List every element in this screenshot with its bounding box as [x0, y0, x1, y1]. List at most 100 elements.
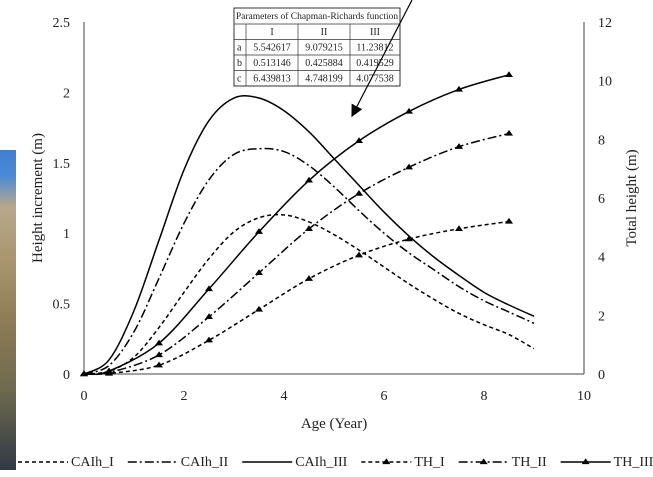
- legend-label-caih-ii: CAIh_II: [181, 455, 229, 470]
- series-caih-ii: [83, 147, 535, 375]
- table-cell: 9.079215: [305, 43, 343, 54]
- table-cell: 5.542617: [253, 43, 291, 54]
- data-point-th-iii: [355, 137, 363, 143]
- data-point-th-i: [505, 217, 513, 224]
- annotation-arrow: [351, 0, 413, 118]
- table-cell: 4.077538: [356, 74, 394, 85]
- legend: CAIh_I CAIh_II CAIh_III TH_I TH_II TH_III: [18, 455, 653, 470]
- data-point-th-i: [305, 275, 313, 281]
- series-line-th-iii: [83, 74, 510, 376]
- legend-item-th-ii: TH_II: [458, 455, 547, 470]
- left-y-tick-label: 0: [63, 368, 70, 383]
- data-point-th-i: [205, 336, 213, 343]
- series-th-i: [80, 217, 513, 377]
- table-header-cell: II: [321, 27, 328, 38]
- background-photo-strip: [0, 150, 16, 470]
- legend-label-caih-i: CAIh_I: [71, 455, 114, 470]
- series-caih-i: [83, 213, 535, 375]
- legend-label-th-ii: TH_II: [512, 455, 547, 470]
- x-tick-label: 0: [81, 389, 88, 404]
- x-tick-label: 2: [181, 389, 188, 404]
- series-line-caih-ii: [83, 147, 535, 375]
- data-point-th-iii: [305, 176, 313, 183]
- x-axis-label: Age (Year): [301, 416, 367, 432]
- series-th-ii: [80, 129, 513, 377]
- series-layer: [80, 71, 535, 377]
- legend-label-th-i: TH_I: [414, 455, 445, 470]
- data-point-th-iii: [105, 367, 113, 374]
- data-point-th-ii: [205, 313, 213, 319]
- right-y-tick-label: 6: [598, 192, 605, 207]
- table-header-cell: I: [270, 27, 273, 38]
- data-point-th-iii: [155, 339, 163, 346]
- left-y-tick-label: 2.5: [53, 16, 71, 31]
- data-point-th-ii: [505, 129, 513, 136]
- table-cell: 11.23812: [356, 43, 393, 54]
- table-header-cell: III: [370, 27, 380, 38]
- x-tick-label: 6: [381, 389, 388, 404]
- data-point-th-ii: [255, 269, 263, 275]
- data-point-th-ii: [455, 143, 463, 149]
- data-point-th-iii: [505, 71, 513, 77]
- data-point-th-i: [405, 235, 413, 242]
- legend-item-caih-iii: CAIh_III: [242, 455, 348, 470]
- x-tick-label: 8: [481, 389, 488, 404]
- series-caih-iii: [83, 95, 535, 375]
- legend-marker-th-i: [382, 458, 391, 465]
- table-title: Parameters of Chapman-Richards function: [236, 11, 398, 22]
- right-y-tick-label: 0: [598, 368, 605, 383]
- table-cell: 0.419529: [356, 58, 394, 69]
- x-tick-label: 4: [281, 389, 288, 404]
- data-point-th-ii: [305, 225, 313, 231]
- right-y-tick-labels: 0 2 4 6 8 10 12: [598, 16, 612, 383]
- x-tick-labels: 0 2 4 6 8 10: [81, 389, 592, 404]
- table-row-label: a: [237, 43, 242, 54]
- right-y-tick-label: 8: [598, 133, 605, 148]
- series-th-iii: [80, 71, 513, 377]
- data-point-th-i: [455, 225, 463, 231]
- table-row-label: b: [237, 58, 242, 69]
- legend-item-th-iii: TH_III: [560, 455, 653, 470]
- legend-item-caih-i: CAIh_I: [18, 455, 114, 470]
- legend-label-caih-iii: CAIh_III: [295, 455, 347, 470]
- data-point-th-i: [355, 251, 363, 258]
- series-line-th-i: [83, 220, 510, 375]
- data-point-th-iii: [255, 228, 263, 234]
- data-point-th-iii: [455, 85, 463, 92]
- legend-item-caih-ii: CAIh_II: [127, 455, 229, 470]
- series-line-th-ii: [83, 132, 510, 376]
- series-line-caih-iii: [83, 95, 535, 375]
- left-y-tick-label: 1.5: [53, 157, 71, 172]
- data-point-th-ii: [155, 351, 163, 358]
- table-cell: 6.439813: [253, 74, 291, 85]
- left-y-tick-label: 0.5: [53, 298, 71, 313]
- data-point-th-iii: [205, 285, 213, 292]
- data-point-th-ii: [405, 163, 413, 170]
- table-frame: [233, 7, 401, 87]
- parameters-table: Parameters of Chapman-Richards function I…: [233, 7, 401, 87]
- right-y-tick-label: 2: [598, 309, 605, 324]
- right-y-tick-label: 10: [598, 75, 612, 90]
- legend-marker-th-ii: [479, 458, 488, 465]
- data-point-th-iii: [405, 107, 413, 114]
- left-y-axis-label: Height increment (m): [30, 133, 46, 263]
- legend-label-th-iii: TH_III: [614, 455, 653, 470]
- series-line-caih-i: [83, 213, 535, 375]
- legend-marker-th-iii: [581, 458, 590, 465]
- right-y-tick-label: 4: [598, 251, 605, 266]
- legend-item-th-i: TH_I: [361, 455, 445, 470]
- left-y-tick-label: 1: [63, 227, 70, 242]
- right-y-axis-label: Total height (m): [624, 149, 640, 246]
- table-cell: 4.748199: [305, 74, 343, 85]
- data-point-th-i: [255, 305, 263, 312]
- left-y-tick-labels: 0 0.5 1 1.5 2 2.5: [53, 16, 71, 383]
- data-point-th-ii: [355, 190, 363, 196]
- table-row-label: c: [237, 74, 242, 85]
- data-point-th-iii: [80, 370, 88, 377]
- left-y-tick-label: 2: [63, 86, 70, 101]
- table-cell: 0.425884: [305, 58, 343, 69]
- table-cell: 0.513146: [253, 58, 291, 69]
- right-y-tick-label: 12: [598, 16, 612, 31]
- x-tick-label: 10: [577, 389, 591, 404]
